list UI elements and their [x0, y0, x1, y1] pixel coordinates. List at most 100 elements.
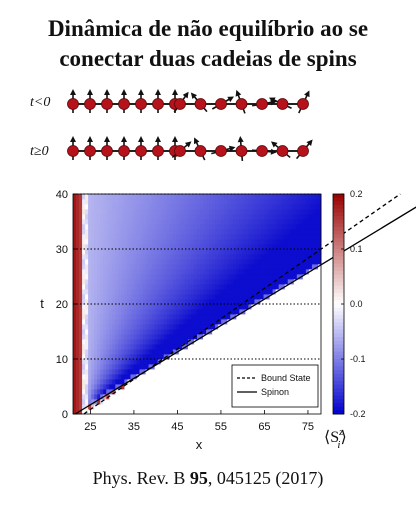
- heatmap-cell: [88, 389, 92, 395]
- heatmap-cell: [118, 234, 122, 240]
- heatmap-cell: [157, 279, 162, 285]
- heatmap-cell: [97, 224, 101, 230]
- heatmap-cell: [94, 309, 98, 315]
- heatmap-cell: [130, 314, 134, 320]
- heatmap-cell: [163, 359, 168, 365]
- heatmap-cell: [178, 224, 183, 230]
- heatmap-cell: [293, 249, 298, 255]
- heatmap-cell: [212, 219, 216, 225]
- heatmap-cell: [97, 324, 101, 330]
- heatmap-cell: [184, 229, 189, 235]
- heatmap-cell: [88, 294, 92, 300]
- heatmap-cell: [127, 269, 131, 275]
- heatmap-cell: [133, 334, 137, 340]
- heatmap-cell: [187, 284, 192, 290]
- heatmap-cell: [154, 264, 159, 270]
- heatmap-cell: [127, 384, 131, 390]
- heatmap-cell: [139, 239, 143, 245]
- heatmap-cell: [184, 329, 189, 335]
- heatmap-cell: [166, 219, 171, 225]
- heatmap-cell: [172, 234, 177, 240]
- heatmap-cell: [133, 219, 137, 225]
- heatmap-cell: [193, 259, 198, 265]
- heatmap-cell: [142, 384, 146, 390]
- heatmap-cell: [293, 299, 298, 305]
- colorbar-label-sub: i: [337, 439, 340, 451]
- heatmap-cell: [296, 199, 301, 205]
- heatmap-cell: [112, 319, 116, 325]
- heatmap-cell: [275, 234, 280, 240]
- heatmap-cell: [115, 289, 119, 295]
- heatmap-cell: [187, 314, 192, 320]
- heatmap-cell: [79, 224, 83, 230]
- heatmap-cell: [263, 339, 267, 345]
- heatmap-cell: [73, 199, 77, 205]
- heatmap-cell: [281, 344, 286, 350]
- heatmap-cell: [178, 244, 183, 250]
- heatmap-cell: [215, 264, 219, 270]
- heatmap-cell: [142, 194, 146, 200]
- heatmap-cell: [88, 369, 92, 375]
- heatmap-cell: [106, 299, 110, 305]
- heatmap-cell: [212, 204, 216, 210]
- heatmap-cell: [115, 334, 119, 340]
- heatmap-cell: [224, 309, 228, 315]
- citation-suffix: , 045125 (2017): [207, 468, 324, 488]
- heatmap-cell: [118, 314, 122, 320]
- heatmap-cell: [181, 214, 186, 220]
- heatmap-cell: [236, 249, 240, 255]
- heatmap-cell: [139, 199, 143, 205]
- heatmap-cell: [212, 294, 216, 300]
- heatmap-cell: [142, 344, 146, 350]
- heatmap-cell: [127, 224, 131, 230]
- heatmap-cell: [251, 314, 255, 320]
- heatmap-cell: [109, 374, 113, 380]
- heatmap-cell: [206, 299, 210, 305]
- heatmap-cell: [257, 359, 261, 365]
- heatmap-cell: [82, 274, 86, 280]
- heatmap-cell: [236, 299, 240, 305]
- heatmap-cell: [221, 409, 225, 415]
- heatmap-cell: [115, 344, 119, 350]
- heatmap-cell: [251, 209, 255, 215]
- heatmap-cell: [151, 389, 156, 395]
- heatmap-cell: [218, 219, 222, 225]
- heatmap-cell: [100, 319, 104, 325]
- heatmap-cell: [172, 379, 177, 385]
- heatmap-cell: [124, 304, 128, 310]
- spin-site: [84, 145, 96, 157]
- heatmap-cell: [266, 254, 270, 260]
- heatmap-cell: [200, 319, 204, 325]
- heatmap-cell: [197, 219, 201, 225]
- heatmap-cell: [197, 364, 201, 370]
- heatmap-cell: [308, 299, 313, 305]
- heatmap-cell: [193, 409, 198, 415]
- heatmap-cell: [76, 254, 80, 260]
- colorbar-segment: [333, 381, 344, 386]
- heatmap-cell: [206, 244, 210, 250]
- heatmap-cell: [139, 314, 143, 320]
- heatmap-cell: [221, 219, 225, 225]
- heatmap-cell: [272, 254, 277, 260]
- heatmap-cell: [112, 289, 116, 295]
- heatmap-cell: [157, 194, 162, 200]
- heatmap-cell: [266, 234, 270, 240]
- heatmap-cell: [130, 364, 134, 370]
- heatmap-cell: [233, 344, 237, 350]
- heatmap-cell: [79, 209, 83, 215]
- heatmap-cell: [260, 329, 264, 335]
- heatmap-cell: [151, 254, 156, 260]
- heatmap-cell: [245, 289, 249, 295]
- heatmap-cell: [148, 344, 153, 350]
- heatmap-cell: [215, 244, 219, 250]
- heatmap-cell: [200, 394, 204, 400]
- heatmap-cell: [209, 359, 213, 365]
- heatmap-cell: [109, 354, 113, 360]
- heatmap-cell: [124, 239, 128, 245]
- heatmap-cell: [94, 269, 98, 275]
- heatmap-cell: [190, 194, 195, 200]
- heatmap-cell: [133, 229, 137, 235]
- heatmap-cell: [115, 194, 119, 200]
- heatmap-cell: [175, 379, 180, 385]
- heatmap-cell: [257, 194, 261, 200]
